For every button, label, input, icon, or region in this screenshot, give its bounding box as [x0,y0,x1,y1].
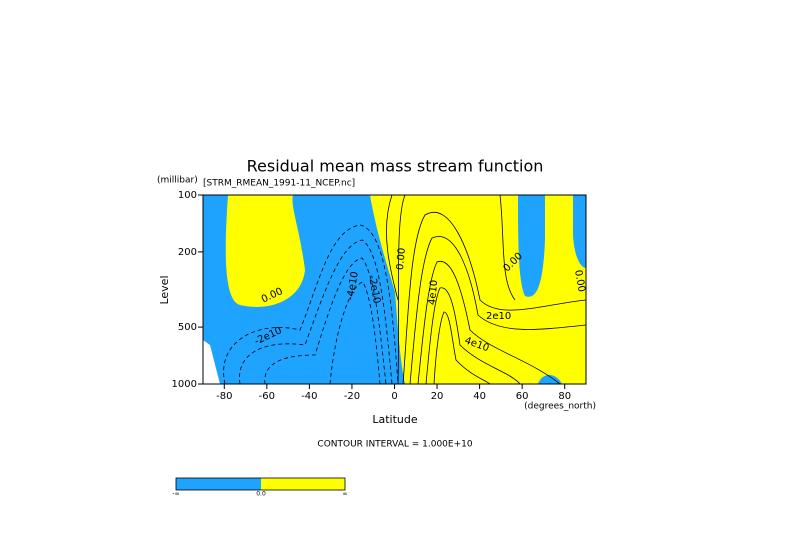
contour-label: 0.00 [395,247,408,270]
y-tick-label: 1000 [172,379,197,390]
colorbar: -∞ 0.0 ∞ [172,477,348,498]
chart-title: Residual mean mass stream function [247,157,544,176]
contour-interval: CONTOUR INTERVAL = 1.000E+10 [317,440,472,450]
negative-contours [223,224,399,385]
colorbar-swatch [176,478,261,490]
x-tick-label: -40 [301,391,317,402]
colorbar-swatch [261,478,345,490]
x-tick-label: 40 [473,391,486,402]
negative-region [538,375,562,384]
plot-area: 0.00 -2e10 -4e10 -2e10 0.00 4e10 2e10 4e… [202,194,587,385]
subtitle: [STRM_RMEAN_1991-11_NCEP.nc] [203,179,355,189]
y-tick-label: 500 [178,322,197,333]
x-unit: (degrees_north) [524,402,596,412]
x-tick-label: 20 [431,391,444,402]
missing-region [203,340,220,384]
negative-region [573,195,586,268]
y-axis-label: Level [158,275,171,304]
positive-contours [386,194,587,385]
y-tick-label: 200 [178,247,197,258]
x-tick-label: -80 [216,391,232,402]
x-tick-label: 60 [516,391,529,402]
y-tick-label: 100 [178,190,197,201]
x-tick-label: 0 [391,391,397,402]
contour-label: 2e10 [486,311,511,322]
colorbar-label: ∞ [343,491,348,498]
contour-label: 0.00 [572,269,587,293]
colorbar-frame [175,477,346,491]
y-unit: (millibar) [157,176,198,186]
negative-region [203,195,405,384]
x-tick-label: -60 [259,391,275,402]
x-tick-label: -20 [344,391,360,402]
contour-label: -2e10 [366,274,382,304]
x-tick-label: 80 [558,391,571,402]
contour-label: 4e10 [427,279,440,305]
contour-label: -4e10 [345,271,361,301]
colorbar-label: 0.0 [256,491,266,498]
negative-region [518,195,545,297]
colorbar-label: -∞ [172,491,179,498]
x-axis-label: Latitude [372,413,418,426]
